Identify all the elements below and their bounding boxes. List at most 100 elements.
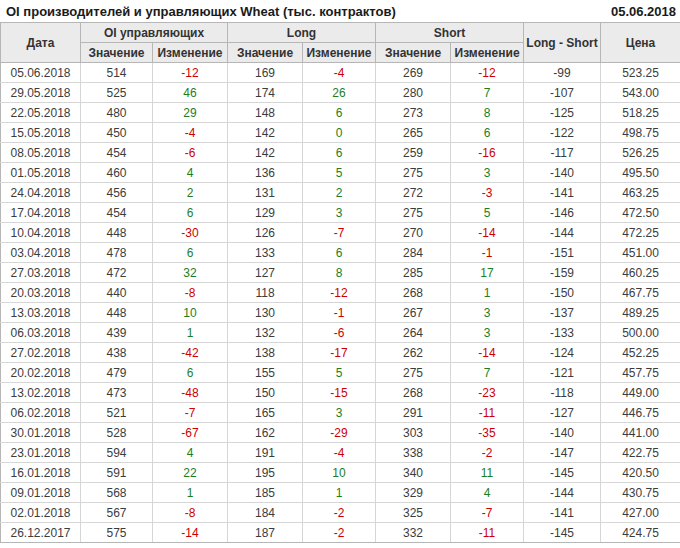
cell-price: 526.25 bbox=[601, 143, 680, 163]
cell-date: 27.02.2018 bbox=[1, 343, 81, 363]
cell-short-change: -14 bbox=[451, 343, 524, 363]
cell-date: 13.02.2018 bbox=[1, 383, 81, 403]
cell-date: 17.04.2018 bbox=[1, 203, 81, 223]
cell-long-change: 3 bbox=[303, 203, 376, 223]
cell-long-short: -118 bbox=[524, 383, 601, 403]
cell-long-value: 150 bbox=[228, 383, 303, 403]
header-oi-change: Изменение bbox=[153, 43, 228, 63]
cell-long-value: 129 bbox=[228, 203, 303, 223]
cell-short-value: 273 bbox=[376, 103, 451, 123]
cell-short-value: 268 bbox=[376, 383, 451, 403]
table-row: 27.03.2018 472 32 127 8 285 17 -159 460.… bbox=[1, 263, 680, 283]
cell-long-change: -2 bbox=[303, 503, 376, 523]
cell-short-value: 340 bbox=[376, 463, 451, 483]
cell-oi-change: -8 bbox=[153, 503, 228, 523]
cell-oi-value: 478 bbox=[81, 243, 153, 263]
cell-date: 08.05.2018 bbox=[1, 143, 81, 163]
cell-short-value: 272 bbox=[376, 183, 451, 203]
cell-oi-value: 450 bbox=[81, 123, 153, 143]
report-date: 05.06.2018 bbox=[611, 4, 676, 19]
cell-date: 13.03.2018 bbox=[1, 303, 81, 323]
cell-long-short: -107 bbox=[524, 83, 601, 103]
cell-long-short: -125 bbox=[524, 103, 601, 123]
cell-oi-value: 440 bbox=[81, 283, 153, 303]
cell-price: 460.25 bbox=[601, 263, 680, 283]
cell-short-value: 291 bbox=[376, 403, 451, 423]
cell-long-short: -122 bbox=[524, 123, 601, 143]
cell-price: 446.75 bbox=[601, 403, 680, 423]
cell-date: 10.04.2018 bbox=[1, 223, 81, 243]
cell-oi-change: 6 bbox=[153, 203, 228, 223]
cell-short-value: 270 bbox=[376, 223, 451, 243]
cell-long-short: -144 bbox=[524, 483, 601, 503]
cell-price: 449.00 bbox=[601, 383, 680, 403]
cell-short-change: -11 bbox=[451, 403, 524, 423]
cell-short-value: 284 bbox=[376, 243, 451, 263]
cell-short-change: 8 bbox=[451, 103, 524, 123]
cell-oi-change: 22 bbox=[153, 463, 228, 483]
cell-long-change: 0 bbox=[303, 123, 376, 143]
page-title: OI производителей и управляющих Wheat (т… bbox=[6, 4, 396, 19]
cell-short-value: 332 bbox=[376, 523, 451, 543]
table-row: 27.02.2018 438 -42 138 -17 262 -14 -124 … bbox=[1, 343, 680, 363]
header-date: Дата bbox=[1, 23, 81, 63]
header-long-change: Изменение bbox=[303, 43, 376, 63]
cell-short-value: 265 bbox=[376, 123, 451, 143]
cell-long-change: -1 bbox=[303, 303, 376, 323]
cell-date: 29.05.2018 bbox=[1, 83, 81, 103]
cell-long-short: -147 bbox=[524, 443, 601, 463]
cell-oi-change: 2 bbox=[153, 183, 228, 203]
cell-date: 06.03.2018 bbox=[1, 323, 81, 343]
cell-oi-change: 1 bbox=[153, 483, 228, 503]
cell-short-change: 1 bbox=[451, 283, 524, 303]
table-header: Дата OI управляющих Long Short Long - Sh… bbox=[1, 23, 680, 63]
header-short-value: Значение bbox=[376, 43, 451, 63]
cell-long-value: 185 bbox=[228, 483, 303, 503]
cell-short-value: 329 bbox=[376, 483, 451, 503]
cell-long-value: 133 bbox=[228, 243, 303, 263]
cell-long-change: 6 bbox=[303, 143, 376, 163]
cell-long-value: 130 bbox=[228, 303, 303, 323]
cell-price: 451.00 bbox=[601, 243, 680, 263]
cell-date: 20.02.2018 bbox=[1, 363, 81, 383]
cell-date: 06.02.2018 bbox=[1, 403, 81, 423]
cell-oi-value: 568 bbox=[81, 483, 153, 503]
cell-oi-value: 479 bbox=[81, 363, 153, 383]
cell-short-change: 4 bbox=[451, 483, 524, 503]
cell-long-change: 5 bbox=[303, 363, 376, 383]
cell-long-short: -140 bbox=[524, 163, 601, 183]
cell-short-value: 285 bbox=[376, 263, 451, 283]
table-row: 16.01.2018 591 22 195 10 340 11 -145 420… bbox=[1, 463, 680, 483]
cell-long-short: -137 bbox=[524, 303, 601, 323]
cell-price: 467.75 bbox=[601, 283, 680, 303]
table-row: 06.03.2018 439 1 132 -6 264 3 -133 500.0… bbox=[1, 323, 680, 343]
table-row: 03.04.2018 478 6 133 6 284 -1 -151 451.0… bbox=[1, 243, 680, 263]
cell-long-value: 191 bbox=[228, 443, 303, 463]
table-row: 23.01.2018 594 4 191 -4 338 -2 -147 422.… bbox=[1, 443, 680, 463]
cell-oi-change: -8 bbox=[153, 283, 228, 303]
cell-price: 543.00 bbox=[601, 83, 680, 103]
cell-date: 27.03.2018 bbox=[1, 263, 81, 283]
cell-long-change: -12 bbox=[303, 283, 376, 303]
cell-oi-value: 448 bbox=[81, 223, 153, 243]
cell-short-change: -12 bbox=[451, 63, 524, 83]
cell-date: 05.06.2018 bbox=[1, 63, 81, 83]
cell-oi-change: -67 bbox=[153, 423, 228, 443]
cell-long-change: 26 bbox=[303, 83, 376, 103]
cell-oi-change: -4 bbox=[153, 123, 228, 143]
header-oi-value: Значение bbox=[81, 43, 153, 63]
cell-short-change: -23 bbox=[451, 383, 524, 403]
cell-long-value: 174 bbox=[228, 83, 303, 103]
cell-oi-change: 1 bbox=[153, 323, 228, 343]
header-price: Цена bbox=[601, 23, 680, 63]
cell-date: 23.01.2018 bbox=[1, 443, 81, 463]
cell-oi-change: -30 bbox=[153, 223, 228, 243]
cell-long-value: 148 bbox=[228, 103, 303, 123]
report-page: OI производителей и управляющих Wheat (т… bbox=[0, 0, 680, 548]
cell-short-change: 11 bbox=[451, 463, 524, 483]
cell-short-value: 275 bbox=[376, 363, 451, 383]
cell-oi-value: 448 bbox=[81, 303, 153, 323]
cell-oi-change: 32 bbox=[153, 263, 228, 283]
table-row: 30.01.2018 528 -67 162 -29 303 -35 -140 … bbox=[1, 423, 680, 443]
cell-price: 422.75 bbox=[601, 443, 680, 463]
